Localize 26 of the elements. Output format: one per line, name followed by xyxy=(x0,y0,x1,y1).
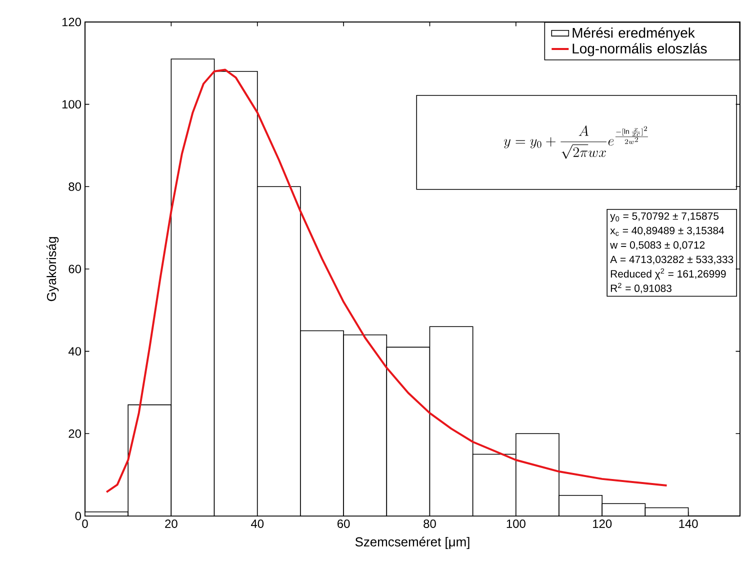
legend-label: Mérési eredmények xyxy=(572,27,695,41)
x-tick-label: 80 xyxy=(424,520,436,528)
x-tick-label: 20 xyxy=(165,520,178,528)
x-tick-label: 120 xyxy=(593,520,612,528)
x-tick-label: 40 xyxy=(251,520,264,528)
legend-label: Log-normális eloszlás xyxy=(572,43,707,56)
y-tick-label: 60 xyxy=(68,264,82,274)
x-tick-label: 100 xyxy=(506,520,526,528)
x-axis-title: Szemcseméret [μm] xyxy=(355,536,470,550)
y-tick-label: 120 xyxy=(62,18,82,26)
y-tick-label: 20 xyxy=(68,429,82,438)
x-tick-label: 60 xyxy=(338,520,350,528)
annotation: x$_{c}$ = 40,89489 ± 3,15384 xyxy=(610,226,724,236)
y-tick-label: 40 xyxy=(68,347,82,356)
x-tick-label: 0 xyxy=(82,520,88,528)
y-tick-label: 0 xyxy=(75,512,82,520)
y-tick-label: 100 xyxy=(62,100,82,109)
y-tick-label: 80 xyxy=(68,182,82,191)
annotation: A = 4713,03282 ± 533,333 xyxy=(610,256,734,264)
annotation: w = 0,5083 ± 0,0712 xyxy=(610,241,705,250)
annotation: y$_{0}$ = 5,70792 ± 7,15875 xyxy=(610,212,719,222)
y-axis-title: Gyakoriság xyxy=(46,237,59,302)
annotation: $y = y_{0} + \frac{A}{\sqrt{2\pi}wx}e^{\frac{-[\ln\frac{x}{xc}]^{2}}{2w^{2}}}$ xyxy=(504,126,648,159)
x-tick-label: 140 xyxy=(679,520,698,528)
annotation: Reduced χ$^{2}$ = 161,26999 xyxy=(610,268,726,280)
annotation: R$^{2}$ = 0,91083 xyxy=(610,282,672,294)
